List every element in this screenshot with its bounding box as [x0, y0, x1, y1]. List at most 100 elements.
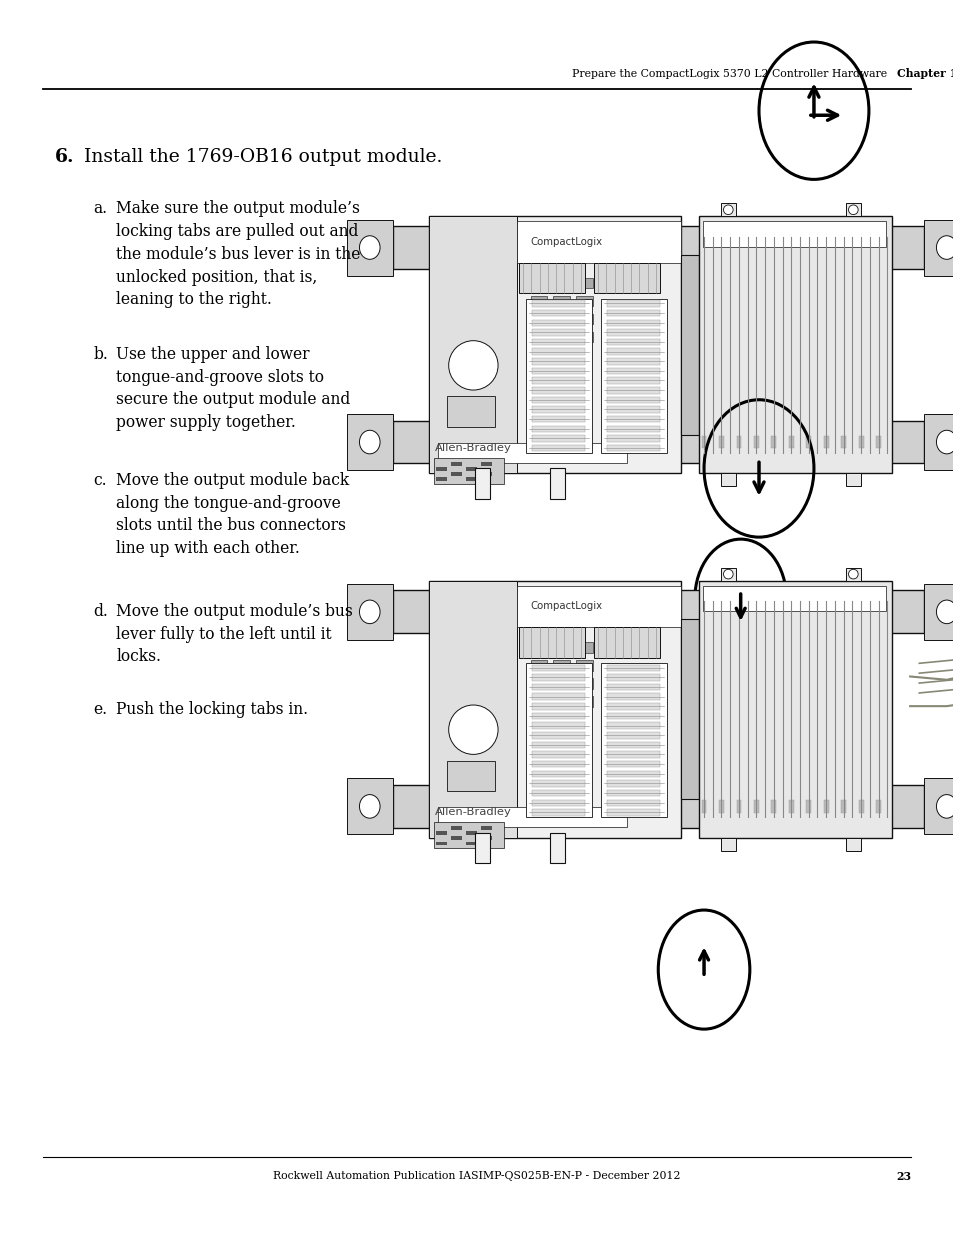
Bar: [680, 619, 699, 799]
Bar: [593, 627, 659, 658]
Bar: [530, 314, 546, 325]
Bar: [720, 568, 736, 580]
Bar: [700, 800, 705, 813]
Text: Use the upper and lower
tongue-and-groove slots to
secure the output module and
: Use the upper and lower tongue-and-groov…: [116, 346, 351, 431]
Bar: [606, 751, 659, 758]
Bar: [532, 387, 584, 394]
Circle shape: [448, 705, 497, 755]
Bar: [699, 580, 891, 837]
Text: d.: d.: [93, 603, 109, 620]
Bar: [532, 809, 584, 815]
Bar: [532, 300, 584, 306]
Bar: [844, 837, 861, 851]
Bar: [530, 678, 546, 689]
Bar: [576, 697, 592, 706]
Bar: [576, 278, 592, 288]
Bar: [553, 278, 569, 288]
Bar: [525, 299, 591, 453]
Text: Prepare the CompactLogix 5370 L2 Controller Hardware: Prepare the CompactLogix 5370 L2 Control…: [572, 69, 886, 79]
Bar: [805, 436, 810, 448]
Bar: [606, 310, 659, 316]
Bar: [576, 661, 592, 671]
Bar: [532, 751, 584, 758]
Bar: [923, 778, 953, 835]
Bar: [553, 697, 569, 706]
Bar: [576, 642, 592, 652]
Circle shape: [847, 569, 858, 579]
Bar: [518, 627, 584, 658]
Bar: [788, 436, 793, 448]
Bar: [532, 781, 584, 787]
Bar: [530, 332, 546, 342]
Bar: [532, 761, 584, 767]
Bar: [532, 703, 584, 710]
Bar: [517, 221, 680, 263]
Bar: [876, 800, 880, 813]
Bar: [532, 406, 584, 412]
Bar: [841, 800, 845, 813]
Bar: [680, 254, 699, 435]
Ellipse shape: [936, 236, 953, 259]
Text: e.: e.: [93, 701, 108, 719]
Bar: [606, 771, 659, 777]
Bar: [606, 664, 659, 671]
Bar: [606, 378, 659, 384]
Bar: [532, 396, 584, 403]
Circle shape: [847, 205, 858, 215]
Bar: [530, 697, 546, 706]
Bar: [525, 663, 591, 818]
Bar: [876, 436, 880, 448]
Bar: [606, 300, 659, 306]
Circle shape: [722, 569, 732, 579]
Bar: [475, 832, 489, 863]
Bar: [858, 800, 862, 813]
Bar: [606, 732, 659, 739]
Ellipse shape: [359, 430, 379, 453]
Bar: [720, 204, 736, 216]
Bar: [606, 742, 659, 748]
Text: Allen-Bradley: Allen-Bradley: [435, 806, 511, 818]
Text: Rockwell Automation Publication IASIMP-QS025B-EN-P - December 2012: Rockwell Automation Publication IASIMP-Q…: [273, 1171, 680, 1181]
Bar: [434, 458, 504, 484]
Bar: [466, 831, 476, 835]
Bar: [532, 694, 584, 700]
Circle shape: [722, 205, 732, 215]
Bar: [446, 761, 495, 792]
Bar: [393, 785, 923, 827]
Bar: [436, 477, 446, 482]
Ellipse shape: [359, 794, 379, 818]
Bar: [606, 674, 659, 680]
Bar: [841, 436, 845, 448]
Bar: [606, 684, 659, 690]
Bar: [606, 799, 659, 806]
Bar: [576, 314, 592, 325]
Bar: [606, 809, 659, 815]
Bar: [606, 722, 659, 729]
Bar: [553, 332, 569, 342]
Bar: [606, 435, 659, 442]
Bar: [719, 436, 723, 448]
Bar: [532, 426, 584, 432]
Bar: [553, 314, 569, 325]
Bar: [437, 806, 626, 827]
Bar: [532, 358, 584, 364]
Text: Chapter 1: Chapter 1: [896, 68, 953, 79]
Bar: [606, 713, 659, 719]
Bar: [530, 278, 546, 288]
Text: b.: b.: [93, 346, 109, 363]
Bar: [606, 320, 659, 326]
Text: c.: c.: [93, 472, 107, 489]
Bar: [436, 467, 446, 471]
Bar: [844, 473, 861, 487]
Bar: [553, 678, 569, 689]
Bar: [593, 263, 659, 294]
Bar: [600, 663, 666, 818]
Bar: [429, 580, 517, 837]
Bar: [434, 823, 504, 848]
Bar: [606, 387, 659, 394]
Bar: [606, 330, 659, 336]
Bar: [481, 826, 492, 830]
Bar: [923, 220, 953, 275]
Text: Install the 1769-OB16 output module.: Install the 1769-OB16 output module.: [84, 148, 442, 167]
Bar: [823, 800, 827, 813]
